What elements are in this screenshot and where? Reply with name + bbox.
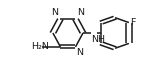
Text: NH: NH xyxy=(92,35,106,44)
Text: N: N xyxy=(51,8,58,17)
Text: F: F xyxy=(130,18,135,27)
Text: N: N xyxy=(77,8,84,17)
Text: N: N xyxy=(76,48,83,57)
Text: H₂N: H₂N xyxy=(31,42,49,51)
